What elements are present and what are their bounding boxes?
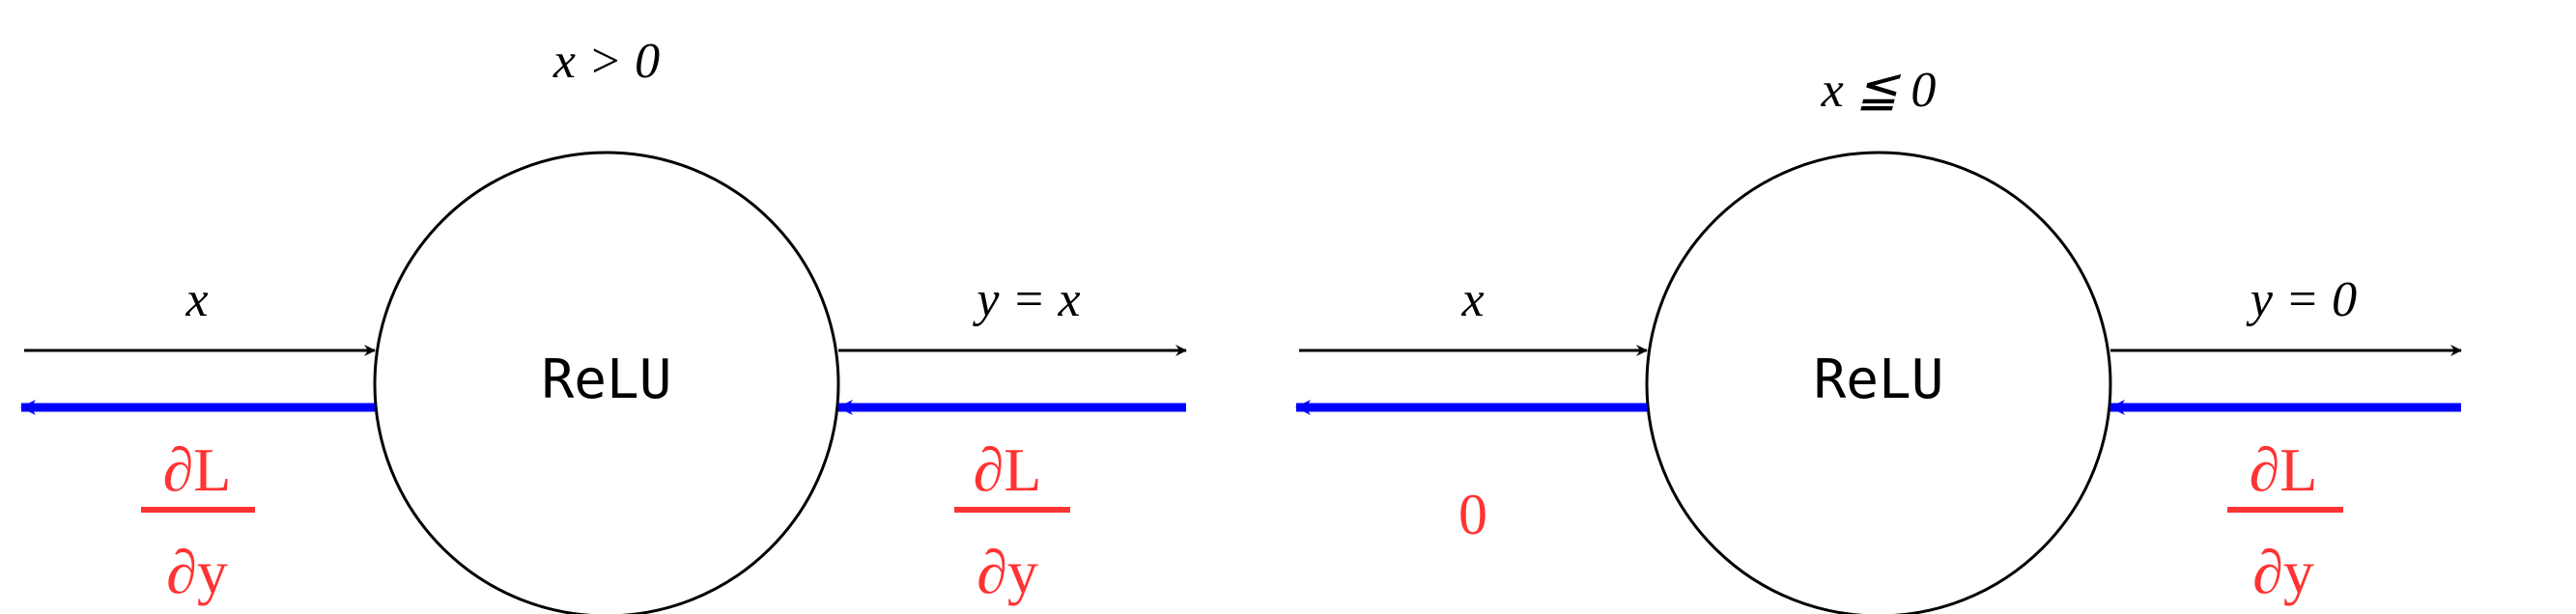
input-label: x xyxy=(184,272,208,327)
input-label: x xyxy=(1460,272,1484,327)
upstream-gradient: ∂L ∂y xyxy=(2227,435,2343,606)
condition-label: x > 0 xyxy=(552,34,660,89)
gradient-numerator: ∂L xyxy=(163,435,232,504)
upstream-gradient: ∂L ∂y xyxy=(954,435,1070,606)
downstream-gradient: ∂L ∂y xyxy=(141,435,255,606)
gradient-numerator: ∂L xyxy=(974,435,1042,504)
panel-positive: x > 0 ReLU x y = x ∂L ∂y ∂L ∂y xyxy=(20,34,1187,614)
relu-node-label: ReLU xyxy=(542,349,672,411)
gradient-numerator: ∂L xyxy=(2250,435,2318,504)
gradient-denominator: ∂y xyxy=(977,538,1038,606)
panel-nonpositive: x ≦ 0 ReLU x y = 0 ∂L ∂y 0 xyxy=(1295,63,2462,614)
relu-node xyxy=(373,151,840,614)
relu-node xyxy=(1645,151,2112,614)
condition-label: x ≦ 0 xyxy=(1821,63,1937,118)
relu-node-label: ReLU xyxy=(1814,349,1944,411)
output-label: y = 0 xyxy=(2246,272,2357,327)
output-label: y = x xyxy=(972,272,1080,327)
gradient-denominator: ∂y xyxy=(2252,538,2314,606)
gradient-denominator: ∂y xyxy=(166,538,228,606)
zero-gradient: 0 xyxy=(1458,483,1487,546)
